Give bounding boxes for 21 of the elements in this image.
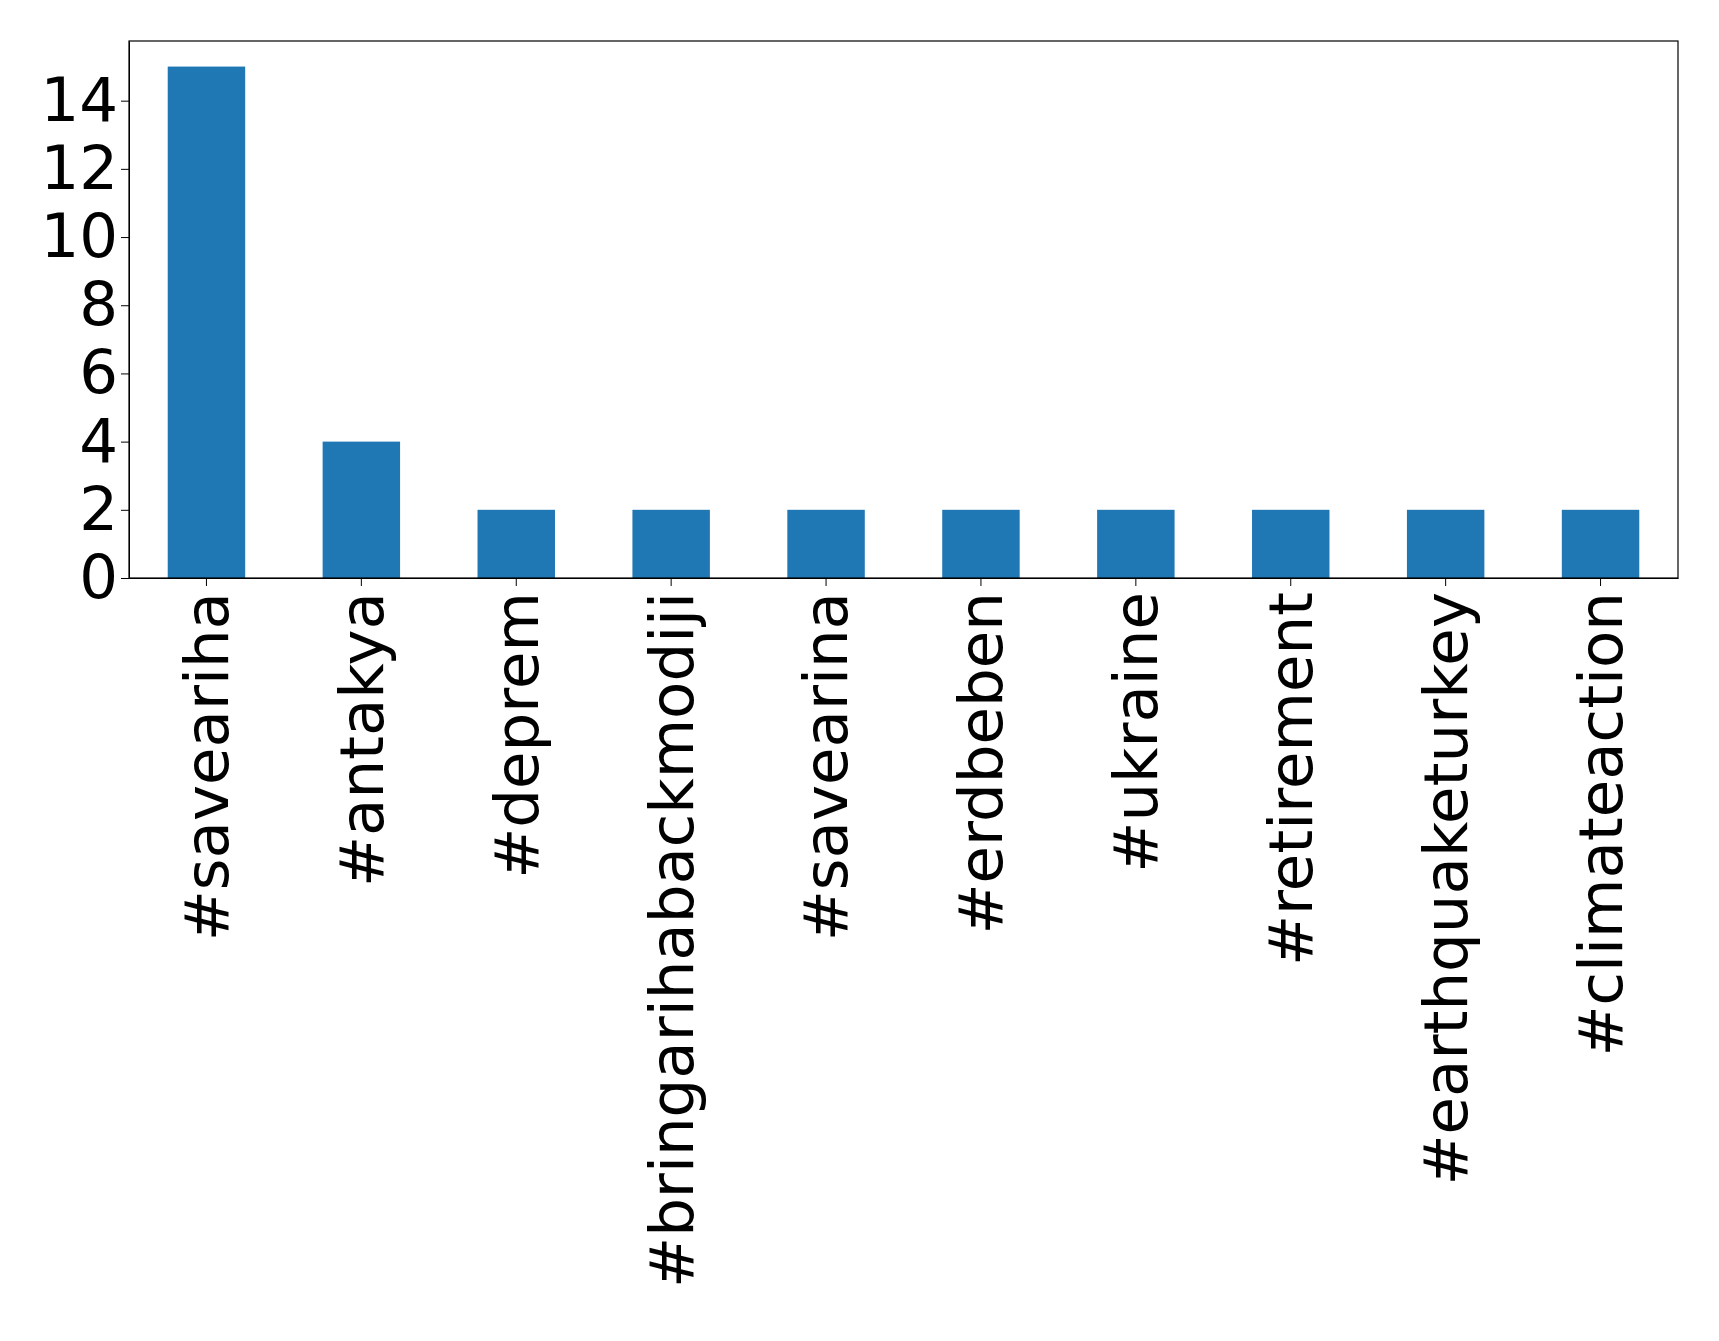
bar <box>632 509 710 578</box>
x-tick-label: #retirement <box>1255 592 1327 967</box>
bar <box>942 509 1020 578</box>
x-tick-label: #erdbeben <box>945 592 1017 935</box>
y-tick-label: 0 <box>79 541 118 613</box>
x-tick-label: #saveariha <box>170 592 242 942</box>
bar <box>1561 509 1640 578</box>
x-tick-label: #earthquaketurkey <box>1410 592 1481 1186</box>
bar <box>322 441 401 578</box>
x-tick-label: #bringarihabackmodiji <box>635 592 707 1288</box>
bar <box>787 509 865 578</box>
x-tick-label: #climateaction <box>1564 592 1636 1057</box>
x-tick-label: #ukraine <box>1100 592 1172 873</box>
bar <box>1097 509 1175 578</box>
x-tick-label: #savearina <box>790 592 862 942</box>
x-tick-label: #deprem <box>480 592 552 879</box>
bar <box>1406 509 1485 578</box>
x-tick-label: #antakya <box>325 592 397 888</box>
bar <box>1252 509 1330 578</box>
bar <box>167 66 246 578</box>
bar <box>477 509 555 578</box>
